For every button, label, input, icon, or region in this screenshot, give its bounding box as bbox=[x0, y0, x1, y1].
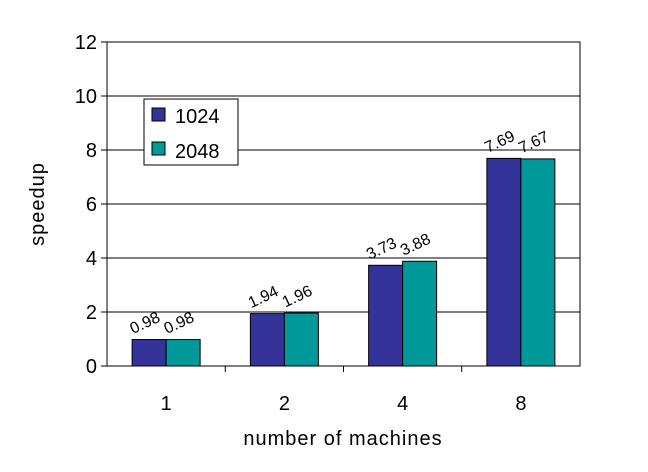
y-axis-ticks: 0 2 4 6 8 10 12 bbox=[75, 32, 107, 378]
bar-2048-1 bbox=[165, 339, 201, 367]
x-tick-label: 8 bbox=[515, 393, 526, 415]
x-axis-title: number of machines bbox=[243, 428, 442, 450]
x-tick-label: 2 bbox=[279, 393, 290, 415]
y-tick-label: 6 bbox=[86, 194, 97, 216]
bar-2048-2 bbox=[283, 312, 319, 367]
bars bbox=[131, 157, 556, 367]
y-axis-title: speedup bbox=[27, 162, 49, 246]
y-tick-label: 10 bbox=[75, 86, 97, 108]
x-axis-ticks: 1 2 4 8 bbox=[161, 366, 526, 415]
y-tick-label: 8 bbox=[86, 140, 97, 162]
bar-2048-8 bbox=[520, 158, 556, 367]
x-tick-label: 1 bbox=[161, 393, 172, 415]
x-tick-label: 4 bbox=[397, 393, 408, 415]
y-tick-label: 12 bbox=[75, 32, 97, 54]
y-tick-label: 4 bbox=[86, 248, 97, 270]
bar-1024-8 bbox=[486, 157, 522, 367]
bar-1024-2 bbox=[249, 313, 285, 367]
legend-swatch-1024 bbox=[151, 107, 166, 122]
y-tick-label: 2 bbox=[86, 302, 97, 324]
bar-1024-4 bbox=[368, 264, 404, 367]
y-tick-label: 0 bbox=[86, 356, 97, 378]
legend: 1024 2048 bbox=[143, 98, 239, 166]
bar-2048-4 bbox=[402, 260, 438, 367]
legend-swatch-2048 bbox=[151, 141, 166, 156]
bar-1024-1 bbox=[131, 339, 167, 367]
legend-label-2048: 2048 bbox=[175, 141, 220, 163]
legend-label-1024: 1024 bbox=[175, 106, 220, 128]
